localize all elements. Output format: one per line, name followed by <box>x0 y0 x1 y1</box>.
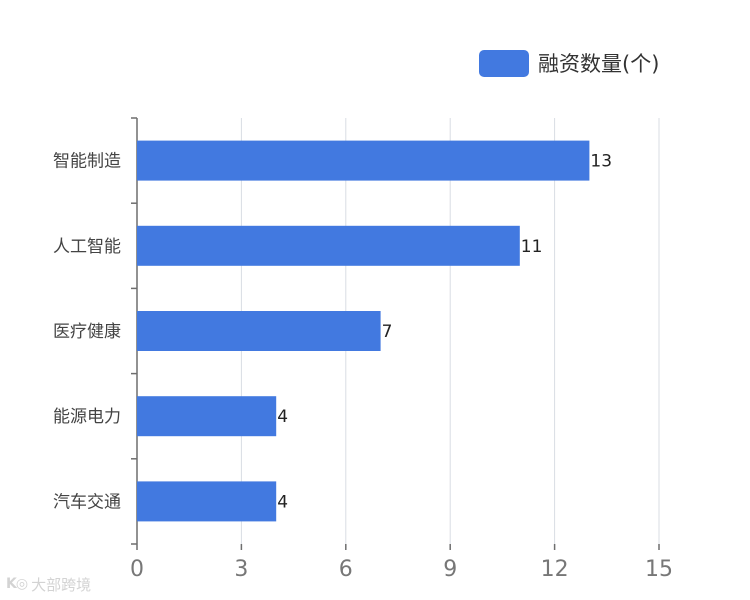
data-label: 7 <box>382 322 393 342</box>
x-tick-label: 0 <box>130 557 144 582</box>
data-label: 11 <box>521 237 543 257</box>
x-tick-label: 9 <box>443 557 457 582</box>
watermark-text: 大部跨境 <box>31 575 92 594</box>
bar <box>137 225 520 266</box>
bar <box>137 396 277 437</box>
watermark: K◎ 大部跨境 <box>6 572 91 596</box>
category-label: 医疗健康 <box>53 322 121 342</box>
x-tick-label: 12 <box>541 557 569 582</box>
watermark-logo: K◎ <box>6 576 28 592</box>
data-label: 4 <box>277 407 288 427</box>
bar <box>137 311 381 351</box>
x-tick-label: 15 <box>645 557 673 582</box>
legend-label: 融资数量(个) <box>538 52 660 76</box>
x-tick-label: 3 <box>234 557 248 582</box>
data-label: 4 <box>277 492 288 512</box>
legend[interactable]: 融资数量(个) <box>479 47 659 79</box>
category-label: 汽车交通 <box>53 492 121 512</box>
category-label: 智能制造 <box>53 152 121 172</box>
bar <box>137 140 590 181</box>
legend-swatch <box>479 49 529 77</box>
x-tick-label: 6 <box>339 557 353 582</box>
category-label: 人工智能 <box>53 237 121 257</box>
category-label: 能源电力 <box>53 407 121 427</box>
bar <box>137 481 277 522</box>
data-label: 13 <box>590 152 612 172</box>
